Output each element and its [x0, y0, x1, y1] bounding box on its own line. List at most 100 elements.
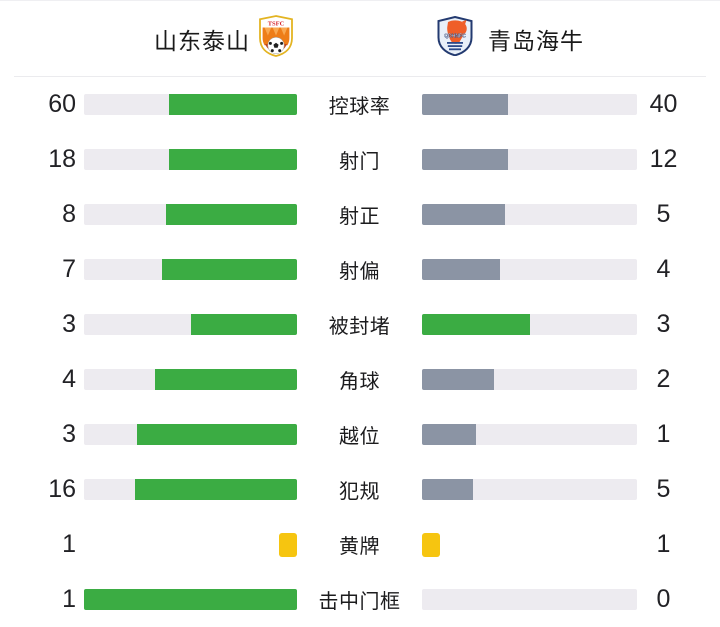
home-bar-fill: [84, 589, 297, 610]
home-bar: [84, 589, 297, 610]
stat-label: 越位: [339, 426, 380, 448]
stat-row: 1 击中门框 0: [0, 572, 720, 627]
home-bar: [84, 369, 297, 390]
home-bar-track: [84, 369, 297, 390]
home-bar: [84, 94, 297, 115]
stat-label: 击中门框: [318, 591, 401, 613]
away-value: 5: [656, 475, 671, 503]
away-bar-track: [422, 259, 637, 280]
away-bar-track: [422, 369, 637, 390]
home-value: 18: [48, 145, 76, 173]
home-bar: [84, 259, 297, 280]
stat-label: 射正: [339, 206, 380, 228]
away-value: 3: [656, 310, 671, 338]
away-bar: [422, 204, 637, 225]
home-value: 1: [62, 585, 76, 613]
home-bar: [84, 149, 297, 170]
away-bar-track: [422, 149, 637, 170]
away-bar-fill: [422, 149, 508, 170]
home-bar-fill: [190, 314, 297, 335]
stat-label: 黄牌: [339, 536, 380, 558]
header-divider: [14, 76, 706, 77]
away-value: 1: [656, 530, 671, 558]
home-team-crest-icon: TSFC: [259, 15, 293, 62]
home-bar-track: [84, 424, 297, 445]
stat-row: 8 射正 5: [0, 187, 720, 242]
home-bar: [84, 204, 297, 225]
stat-row: 7 射偏 4: [0, 242, 720, 297]
stat-label: 控球率: [328, 96, 391, 118]
home-bar-fill: [137, 424, 297, 445]
away-value: 4: [656, 255, 671, 283]
home-bar-fill: [169, 149, 297, 170]
home-value: 60: [48, 90, 76, 118]
home-team: 山东泰山 TSFC: [154, 1, 293, 76]
stat-row: 3 越位 1: [0, 407, 720, 462]
home-bar: [84, 424, 297, 445]
away-value: 40: [649, 90, 678, 118]
home-bar-fill: [166, 204, 297, 225]
home-value: 16: [48, 475, 76, 503]
away-value: 5: [656, 200, 671, 228]
home-bar-fill: [134, 479, 297, 500]
away-bar-track: [422, 589, 637, 610]
home-bar-fill: [161, 259, 297, 280]
away-value: 12: [649, 145, 678, 173]
svg-text:TSFC: TSFC: [268, 21, 285, 28]
away-bar-fill: [422, 314, 530, 335]
top-hairline: [0, 0, 720, 1]
away-team: QDHNFC 青岛海牛: [435, 1, 584, 76]
home-bar-track: [84, 589, 297, 610]
home-bar: [84, 479, 297, 500]
away-bar-track: [422, 94, 637, 115]
home-bar-track: [84, 204, 297, 225]
away-bar: [422, 424, 637, 445]
svg-text:QDHNFC: QDHNFC: [444, 34, 466, 40]
home-team-name: 山东泰山: [154, 27, 250, 54]
away-bar: [422, 589, 637, 610]
stat-label: 射偏: [339, 261, 380, 283]
home-bar-track: [84, 479, 297, 500]
away-team-name: 青岛海牛: [488, 27, 584, 54]
stat-label: 被封堵: [328, 316, 391, 338]
away-bar: [422, 314, 637, 335]
away-bar: [422, 149, 637, 170]
stat-label: 犯规: [339, 481, 380, 503]
away-bar: [422, 479, 637, 500]
away-bar-fill: [422, 94, 508, 115]
home-bar-track: [84, 314, 297, 335]
home-yellow-card-icon: [279, 532, 297, 557]
home-bar: [84, 532, 297, 557]
away-bar-fill: [422, 204, 505, 225]
home-bar-fill: [169, 94, 297, 115]
stat-label: 射门: [339, 151, 380, 173]
away-bar-track: [422, 314, 637, 335]
home-value: 3: [62, 310, 76, 338]
home-value: 8: [62, 200, 76, 228]
stats-list: 60 控球率 40 18 射门 1: [0, 77, 720, 627]
home-value: 3: [62, 420, 76, 448]
home-bar-track: [84, 94, 297, 115]
away-team-crest-icon: QDHNFC: [435, 15, 475, 61]
home-bar-fill: [154, 369, 297, 390]
away-bar-fill: [422, 479, 474, 500]
away-bar-track: [422, 424, 637, 445]
home-bar-track: [84, 149, 297, 170]
stat-row: 18 射门 12: [0, 132, 720, 187]
home-value: 7: [62, 255, 76, 283]
home-bar-track: [84, 259, 297, 280]
home-value: 1: [62, 530, 76, 558]
away-bar: [422, 259, 637, 280]
home-bar: [84, 314, 297, 335]
away-bar: [422, 369, 637, 390]
away-value: 2: [656, 365, 671, 393]
stat-row: 60 控球率 40: [0, 77, 720, 132]
away-yellow-card-icon: [422, 532, 440, 557]
match-header: 山东泰山 TSFC: [0, 1, 720, 76]
away-value: 0: [656, 585, 671, 613]
away-bar-track: [422, 204, 637, 225]
stat-row: 1 黄牌 1: [0, 517, 720, 572]
away-bar-fill: [422, 424, 476, 445]
stat-row: 16 犯规 5: [0, 462, 720, 517]
stat-label: 角球: [339, 371, 380, 393]
